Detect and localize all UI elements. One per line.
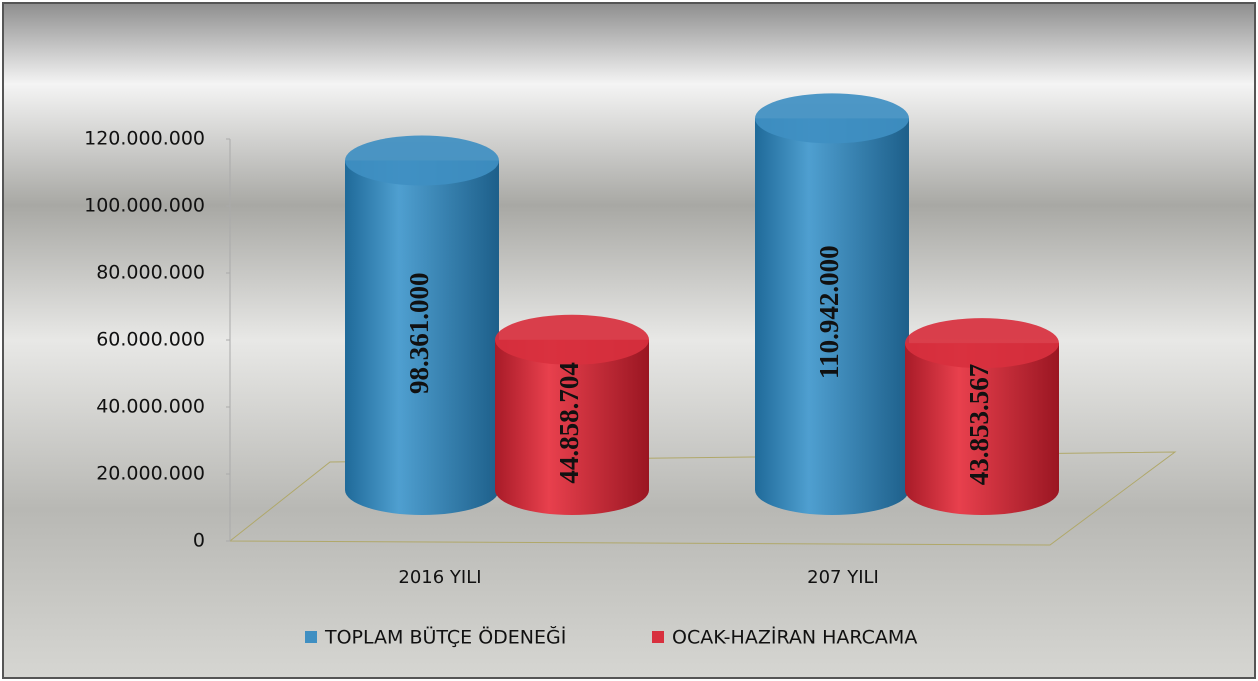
y-tick-label: 80.000.000 — [96, 262, 205, 284]
cylinder-top — [495, 314, 649, 365]
y-tick-label: 20.000.000 — [96, 463, 205, 485]
cylinder-body — [495, 339, 649, 515]
cylinder-body — [755, 118, 909, 515]
value-label: 44.858.704 — [554, 362, 584, 484]
x-tick-label: 207 YILI — [807, 567, 879, 588]
floor — [228, 451, 1177, 546]
y-tick-label: 60.000.000 — [96, 329, 205, 351]
cylinder-body — [345, 160, 499, 515]
value-label: 98.361.000 — [404, 272, 434, 394]
cylinder-body — [905, 343, 1059, 515]
cylinder-top — [755, 93, 909, 144]
legend-swatch — [305, 631, 317, 643]
y-tick-label: 100.000.000 — [84, 195, 205, 217]
value-label: 110.942.000 — [814, 245, 844, 379]
cylinder-top — [905, 318, 1059, 369]
legend-label: OCAK-HAZİRAN HARCAMA — [672, 626, 917, 649]
y-tick-label: 40.000.000 — [96, 396, 205, 418]
y-tick-label: 0 — [193, 530, 205, 552]
legend-swatch — [652, 631, 664, 643]
legend-label: TOPLAM BÜTÇE ÖDENEĞİ — [324, 625, 566, 649]
y-tick-label: 120.000.000 — [84, 128, 205, 150]
value-label: 43.853.567 — [964, 364, 994, 486]
x-tick-label: 2016 YILI — [398, 567, 481, 588]
cylinder-top — [345, 135, 499, 186]
